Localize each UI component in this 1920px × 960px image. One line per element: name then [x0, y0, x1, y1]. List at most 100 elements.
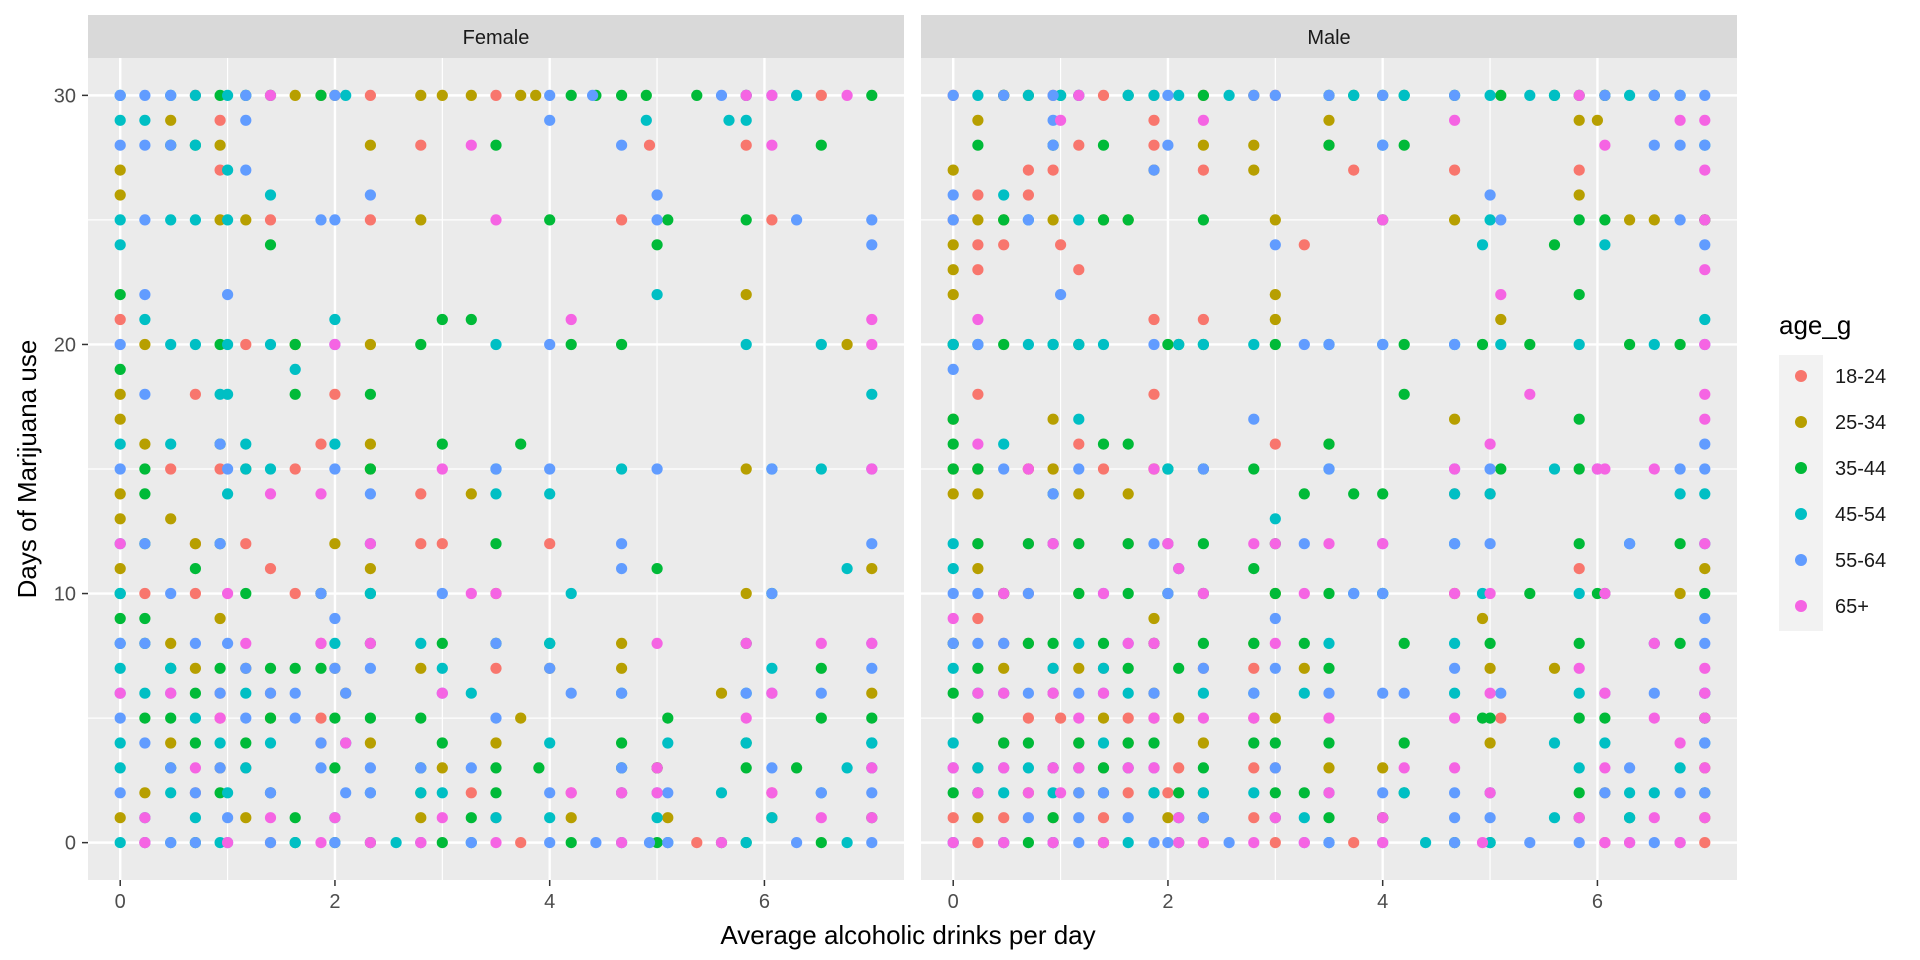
- point-65+-male: [1197, 712, 1209, 724]
- point-55-64-female: [139, 388, 151, 400]
- point-35-44-male: [1398, 139, 1410, 151]
- point-18-24-female: [815, 89, 827, 101]
- point-65+-male: [1591, 463, 1603, 475]
- point-65+-male: [947, 612, 959, 625]
- point-55-64-female: [544, 89, 556, 101]
- point-35-44-female: [289, 338, 301, 351]
- point-25-34-male: [1699, 563, 1711, 575]
- point-65+-female: [866, 762, 878, 774]
- point-55-64-male: [1699, 612, 1711, 625]
- point-18-24-male: [1122, 787, 1134, 799]
- point-65+-female: [240, 637, 252, 650]
- point-65+-male: [1449, 463, 1461, 475]
- point-45-54-female: [165, 338, 177, 351]
- point-35-44-male: [1495, 463, 1507, 475]
- point-18-24-male: [1197, 313, 1209, 326]
- point-55-64-female: [222, 637, 234, 650]
- point-45-54-male: [1449, 488, 1461, 500]
- point-55-64-male: [1377, 687, 1389, 699]
- point-25-34-female: [165, 637, 177, 650]
- legend-title: age_g: [1779, 310, 1851, 340]
- point-45-54-female: [114, 438, 126, 450]
- legend-label-25-34: 25-34: [1835, 412, 1886, 434]
- point-55-64-male: [1073, 837, 1085, 849]
- point-18-24-female: [515, 837, 527, 849]
- point-65+-female: [329, 338, 341, 351]
- point-55-64-female: [264, 687, 277, 699]
- point-25-34-male: [1298, 662, 1310, 674]
- point-55-64-female: [866, 787, 878, 799]
- point-45-54-female: [791, 89, 803, 101]
- point-65+-female: [740, 712, 752, 724]
- point-35-44-female: [465, 313, 477, 326]
- point-55-64-female: [415, 762, 427, 774]
- point-35-44-male: [1398, 737, 1410, 749]
- point-45-54-male: [1624, 89, 1636, 101]
- point-55-64-male: [1449, 338, 1461, 351]
- point-18-24-male: [1248, 812, 1260, 824]
- point-45-54-female: [715, 787, 728, 799]
- point-45-54-male: [1624, 812, 1636, 824]
- point-35-44-male: [1398, 388, 1410, 400]
- point-25-34-female: [114, 189, 126, 201]
- point-25-34-male: [972, 214, 984, 226]
- point-65+-male: [1047, 687, 1059, 699]
- point-65+-male: [1323, 787, 1335, 799]
- point-55-64-male: [1148, 837, 1160, 849]
- point-18-24-male: [998, 239, 1010, 251]
- point-65+-male: [1122, 762, 1134, 774]
- point-45-54-female: [329, 438, 341, 450]
- point-25-34-female: [189, 662, 201, 674]
- point-55-64-male: [998, 637, 1010, 650]
- point-35-44-male: [1573, 538, 1585, 550]
- point-55-64-male: [1269, 239, 1281, 251]
- point-65+-male: [1599, 687, 1611, 699]
- point-65+-male: [1599, 762, 1611, 774]
- point-35-44-male: [1573, 463, 1585, 475]
- point-45-54-male: [1097, 338, 1110, 351]
- point-55-64-male: [1148, 687, 1160, 699]
- point-45-54-male: [998, 438, 1010, 450]
- point-65+-female: [766, 139, 778, 151]
- point-45-54-female: [214, 737, 226, 749]
- point-55-64-male: [1073, 812, 1085, 824]
- point-35-44-male: [1073, 737, 1085, 749]
- point-45-54-female: [490, 488, 502, 500]
- point-35-44-male: [1573, 413, 1585, 425]
- point-35-44-female: [415, 712, 427, 724]
- point-18-24-female: [264, 214, 277, 226]
- point-35-44-male: [1197, 762, 1209, 774]
- y-tick-label: 0: [65, 833, 76, 855]
- point-35-44-male: [1073, 587, 1085, 600]
- point-45-54-female: [114, 762, 126, 774]
- point-18-24-female: [329, 388, 341, 400]
- point-65+-male: [998, 587, 1010, 600]
- point-35-44-male: [1047, 812, 1059, 824]
- point-18-24-male: [1348, 837, 1360, 849]
- point-55-64-male: [1248, 687, 1260, 699]
- point-55-64-female: [616, 139, 628, 151]
- point-25-34-male: [1624, 214, 1636, 226]
- point-45-54-male: [1173, 89, 1185, 101]
- point-35-44-male: [1197, 538, 1209, 550]
- point-25-34-male: [1269, 313, 1281, 326]
- point-25-34-female: [114, 413, 126, 425]
- point-18-24-female: [436, 538, 448, 550]
- point-65+-male: [1484, 438, 1496, 450]
- point-35-44-male: [1248, 637, 1260, 650]
- point-25-34-male: [1073, 488, 1085, 500]
- legend-key-18-24: [1795, 370, 1807, 382]
- point-55-64-female: [114, 787, 126, 799]
- point-25-34-male: [1484, 662, 1496, 674]
- point-55-64-female: [114, 712, 126, 724]
- point-35-44-male: [1323, 587, 1335, 600]
- point-55-64-female: [139, 538, 151, 550]
- point-35-44-female: [616, 737, 628, 749]
- point-65+-female: [340, 737, 352, 749]
- point-55-64-female: [329, 837, 341, 849]
- point-35-44-male: [1122, 587, 1134, 600]
- point-65+-male: [1599, 837, 1611, 849]
- point-35-44-male: [1484, 637, 1496, 650]
- point-35-44-male: [1323, 438, 1335, 450]
